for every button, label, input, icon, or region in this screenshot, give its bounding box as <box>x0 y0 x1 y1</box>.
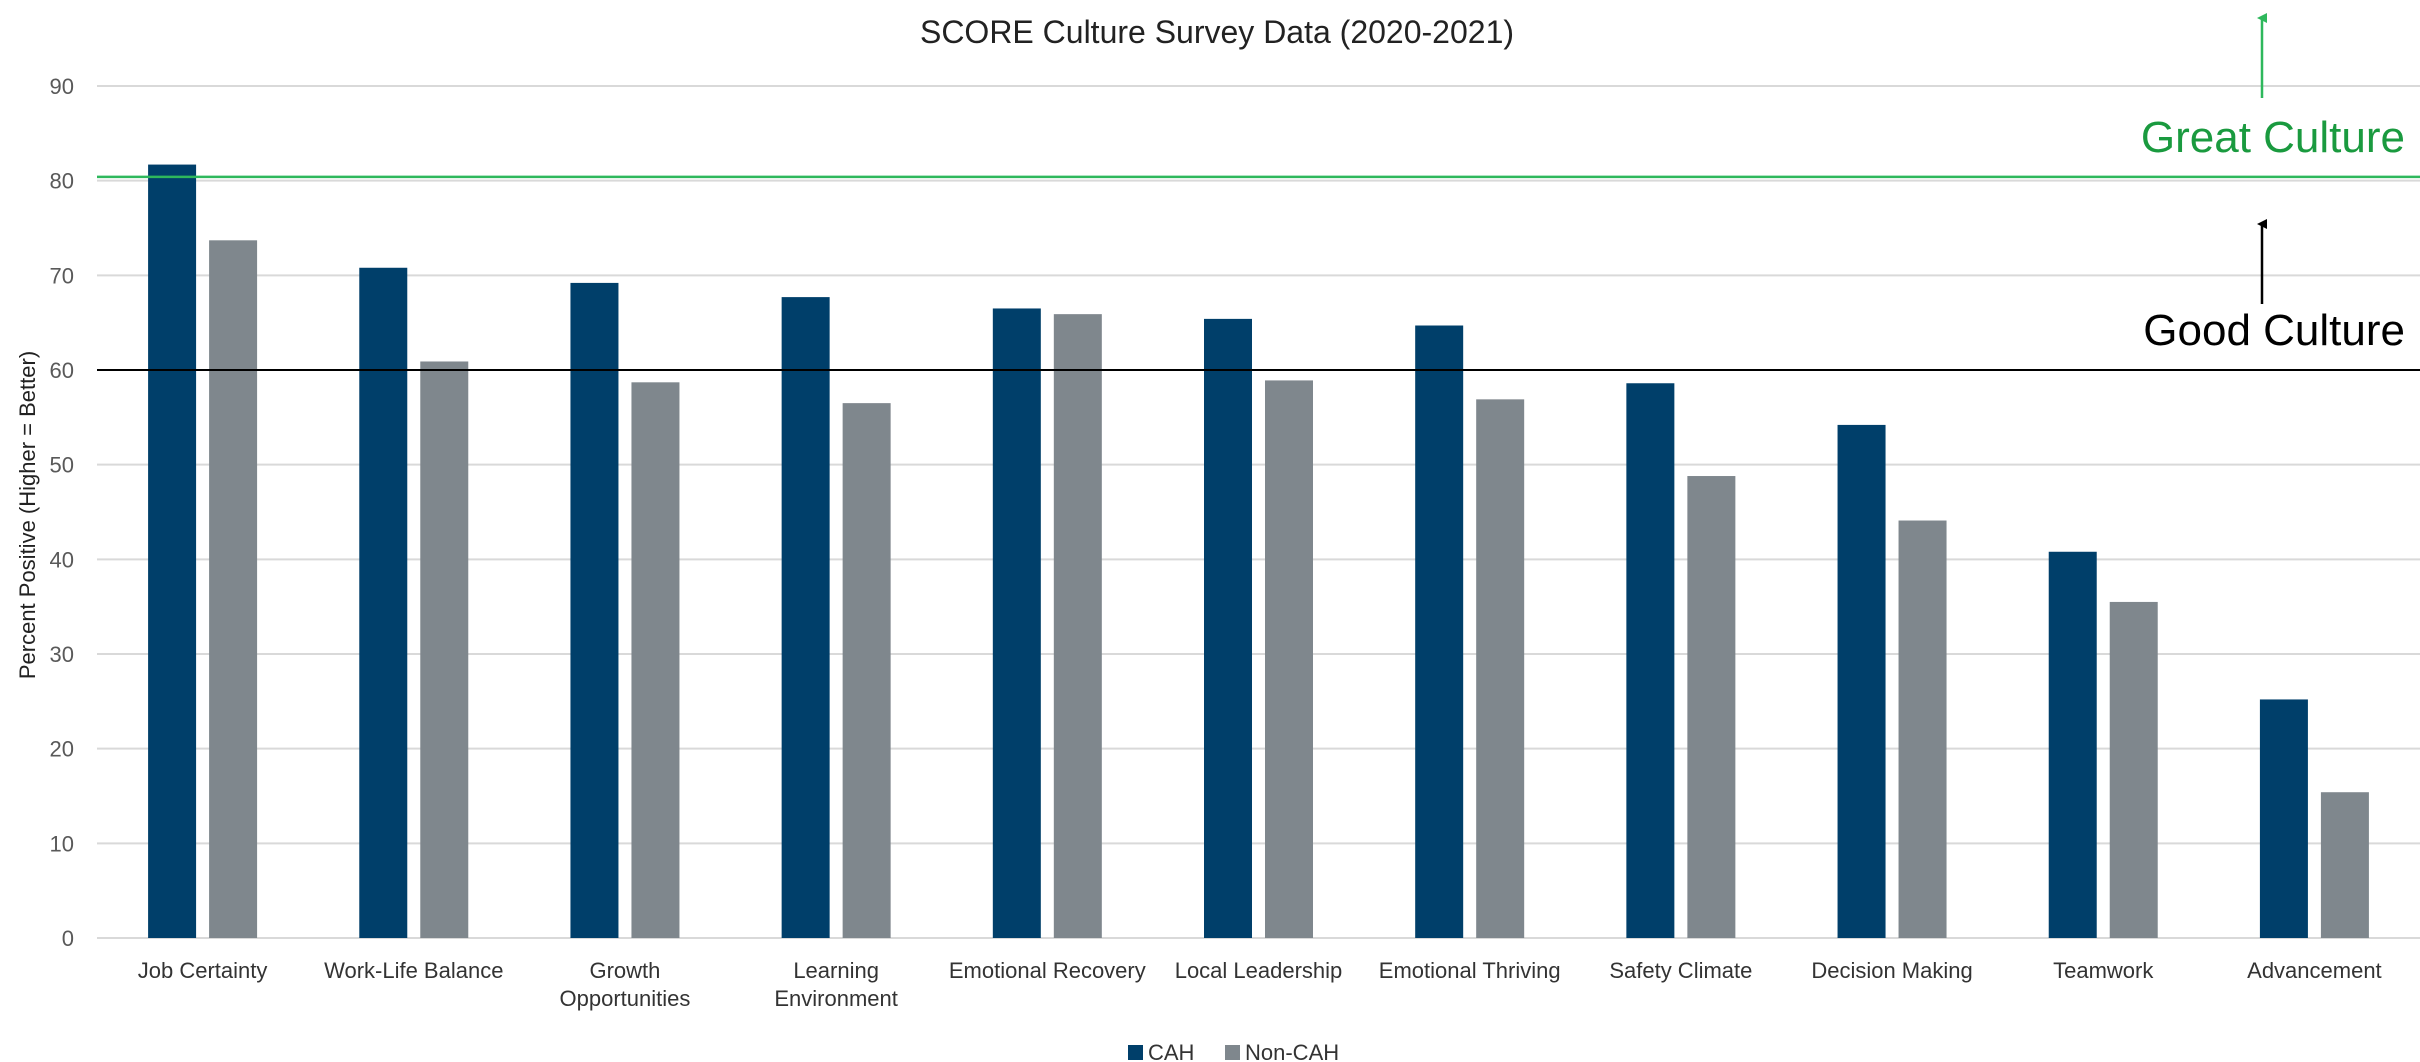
y-tick-label: 80 <box>50 169 74 194</box>
y-tick-label: 60 <box>50 358 74 383</box>
x-category-label: Teamwork <box>2053 958 2154 983</box>
bar-cah <box>1626 383 1675 939</box>
y-tick-label: 0 <box>62 926 74 951</box>
x-category-label: Learning <box>793 958 879 983</box>
good-culture-label: Good Culture <box>2143 306 2405 355</box>
bar-non-cah <box>1687 476 1736 938</box>
x-category-label: Emotional Thriving <box>1379 958 1561 983</box>
y-tick-label: 30 <box>50 642 74 667</box>
x-category-label: Job Certainty <box>138 958 268 983</box>
bar-cah <box>992 308 1041 938</box>
x-axis-categories: Job Certainty Work-Life Balance Growth Oppo… <box>138 958 2382 1011</box>
bar-cah <box>2259 699 2308 938</box>
legend-swatch-cah <box>1128 1045 1143 1060</box>
y-tick-label: 40 <box>50 547 74 572</box>
bar-non-cah <box>1265 380 1313 938</box>
bar-non-cah <box>1898 520 1947 938</box>
bar-cah <box>781 297 830 938</box>
legend-label-cah: CAH <box>1148 1040 1194 1062</box>
x-category-label: Advancement <box>2247 958 2382 983</box>
x-category-label: Safety Climate <box>1609 958 1752 983</box>
bar-cah <box>1415 325 1464 938</box>
x-category-label: Emotional Recovery <box>949 958 1146 983</box>
bar-non-cah <box>2109 601 2158 938</box>
great-culture-label: Great Culture <box>2141 113 2405 162</box>
x-category-label: Decision Making <box>1811 958 1972 983</box>
x-category-label: Work-Life Balance <box>324 958 503 983</box>
y-tick-label: 50 <box>50 453 74 478</box>
bar-non-cah <box>2320 792 2369 938</box>
bar-cah <box>1837 424 1886 938</box>
legend-swatch-non-cah <box>1225 1045 1240 1060</box>
bar-non-cah <box>842 403 891 939</box>
y-axis-label: Percent Positive (Higher = Better) <box>15 351 40 679</box>
x-category-label: Environment <box>774 986 898 1011</box>
bar-non-cah <box>209 240 258 939</box>
y-tick-label: 70 <box>50 263 74 288</box>
bar-cah <box>2048 551 2097 938</box>
y-tick-label: 90 <box>50 74 74 99</box>
x-category-label: Opportunities <box>560 986 691 1011</box>
y-tick-label: 10 <box>50 831 74 856</box>
chart-title: SCORE Culture Survey Data (2020-2021) <box>920 14 1514 50</box>
y-tick-label: 20 <box>50 737 74 762</box>
bars <box>148 164 2369 939</box>
bar-cah <box>570 282 619 938</box>
bar-non-cah <box>1476 399 1525 938</box>
bar-cah <box>359 267 408 938</box>
bar-non-cah <box>631 382 680 939</box>
bar-cah <box>148 164 197 938</box>
x-category-label: Local Leadership <box>1175 958 1343 983</box>
x-category-label: Growth <box>589 958 660 983</box>
legend: CAH Non-CAH <box>1128 1040 1339 1062</box>
bar-non-cah <box>420 361 469 939</box>
bar-non-cah <box>1053 314 1102 938</box>
reference-lines: Great Culture Good Culture <box>97 13 2420 371</box>
y-axis-ticks: 0 10 20 30 40 50 60 70 80 90 <box>50 74 74 951</box>
bar-cah <box>1204 318 1252 938</box>
legend-label-non-cah: Non-CAH <box>1245 1040 1339 1062</box>
